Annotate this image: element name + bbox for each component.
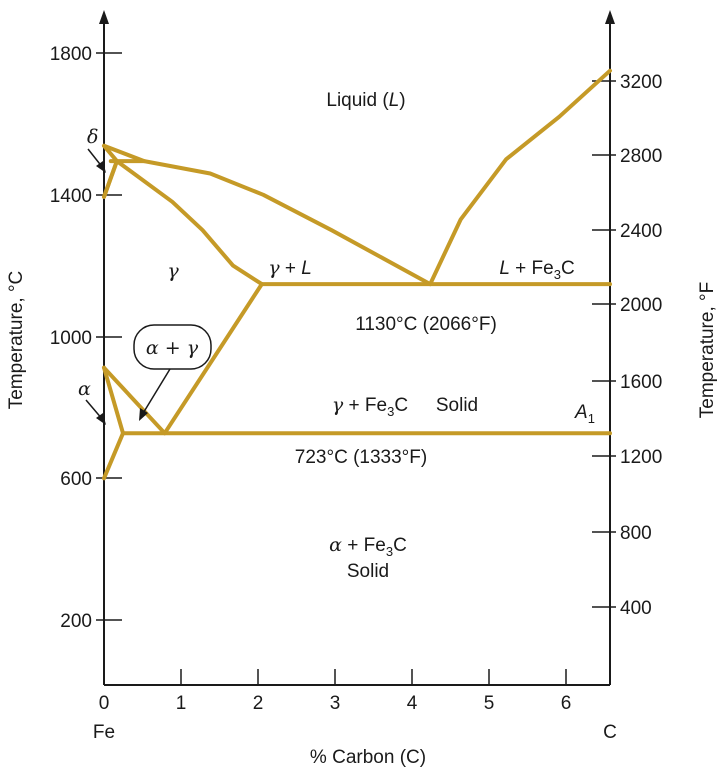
- right-tick-label-1200: 1200: [620, 447, 662, 468]
- left-tick-label-600: 600: [60, 469, 92, 490]
- phase-line-liquidus-left: [102, 143, 433, 287]
- right-tick-label-2800: 2800: [620, 146, 662, 167]
- alpha-gamma-callout-label: α + γ: [146, 337, 199, 359]
- right-tick-label-1600: 1600: [620, 372, 662, 393]
- delta-label: δ: [87, 126, 98, 148]
- x-axis-title: % Carbon (C): [310, 747, 426, 768]
- phase-line-liquidus-right: [428, 68, 612, 287]
- region-liquid-plus-cementite: L + Fe3C: [499, 258, 574, 282]
- eutectoid-annotation: 723°C (1333°F): [295, 447, 427, 468]
- bottom-tick-label-1: 1: [176, 693, 187, 714]
- x-left-end-label: Fe: [93, 722, 115, 743]
- left-tick-label-1800: 1800: [50, 44, 92, 65]
- alpha-gamma-callout-pointer: [141, 368, 171, 416]
- phase-line-acm: [162, 282, 264, 436]
- phase-line-alpha-gamma-boundary: [102, 365, 125, 436]
- left-tick-label-1400: 1400: [50, 186, 92, 207]
- right-tick-label-800: 800: [620, 523, 652, 544]
- region-gamma-plus-cementite-solid: Solid: [436, 395, 478, 416]
- alpha-gamma-callout-arrowhead: [139, 408, 148, 421]
- alpha-label: α: [78, 378, 91, 400]
- left-tick-label-1000: 1000: [50, 328, 92, 349]
- right-axis-arrow: [605, 10, 615, 24]
- bottom-tick-label-4: 4: [407, 693, 418, 714]
- region-gamma-plus-liquid: γ + L: [268, 257, 312, 279]
- phase-line-delta-gamma-solvus: [102, 159, 119, 199]
- delta-arrowhead: [96, 161, 106, 173]
- x-right-end-label: C: [603, 722, 617, 743]
- right-ticks: 400 800 1200 1600 2000 2400 2800 3200: [592, 72, 662, 619]
- phase-line-a3: [102, 365, 167, 436]
- y-left-axis-title: Temperature, °C: [6, 271, 27, 410]
- region-liquid: Liquid (L): [326, 90, 405, 111]
- phase-line-solidus: [114, 159, 264, 287]
- alpha-gamma-callout-box: [133, 324, 212, 370]
- left-tick-label-200: 200: [60, 611, 92, 632]
- a1-label: A1: [574, 402, 595, 426]
- y-right-axis-title: Temperature, °F: [697, 282, 718, 418]
- right-tick-label-2000: 2000: [620, 295, 662, 316]
- region-gamma-plus-cementite: γ + Fe3C: [332, 394, 408, 419]
- right-tick-label-3200: 3200: [620, 72, 662, 93]
- right-tick-label-2400: 2400: [620, 221, 662, 242]
- phase-line-alpha-solvus: [102, 431, 125, 481]
- bottom-ticks: 0 1 2 3 4 5 6 Fe C: [93, 669, 617, 743]
- bottom-tick-label-2: 2: [253, 693, 264, 714]
- bottom-tick-label-6: 6: [561, 693, 572, 714]
- bottom-tick-label-5: 5: [484, 693, 495, 714]
- region-alpha-plus-cementite: α + Fe3C: [329, 534, 407, 559]
- eutectic-annotation: 1130°C (2066°F): [355, 314, 497, 335]
- left-axis-arrow: [99, 10, 109, 24]
- region-gamma: γ: [167, 260, 179, 282]
- bottom-tick-label-0: 0: [99, 693, 110, 714]
- left-ticks: 200 600 1000 1400 1800: [50, 44, 122, 632]
- bottom-tick-label-3: 3: [330, 693, 341, 714]
- alpha-arrowhead: [96, 413, 106, 425]
- region-alpha-plus-cementite-solid: Solid: [347, 561, 389, 582]
- right-tick-label-400: 400: [620, 598, 652, 619]
- phase-boundaries: [102, 68, 612, 481]
